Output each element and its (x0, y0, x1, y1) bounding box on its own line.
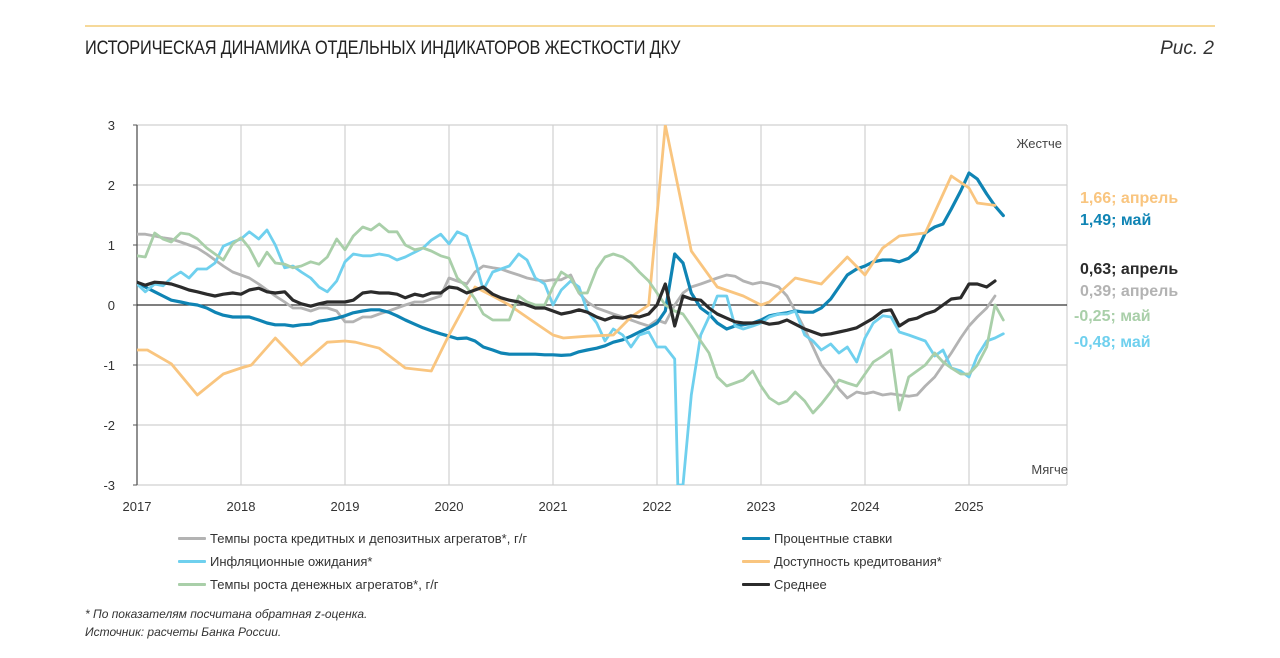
series-line-0 (137, 232, 997, 400)
annotation-tighter: Жестче (1016, 136, 1062, 151)
end-label: 0,39; апрель (1080, 283, 1179, 300)
end-label: 0,63; апрель (1080, 261, 1179, 278)
legend-swatch (742, 583, 770, 586)
legend-swatch (742, 537, 770, 540)
legend-swatch (178, 560, 206, 563)
x-tick-label: 2024 (851, 499, 880, 514)
legend-item: Процентные ставки (742, 527, 942, 550)
legend-swatch (178, 583, 206, 586)
y-tick-label: 3 (108, 118, 115, 133)
y-tick-label: 1 (108, 238, 115, 253)
x-tick-label: 2021 (539, 499, 568, 514)
y-tick-label: -2 (103, 418, 115, 433)
footnotes: * По показателям посчитана обратная z-оц… (85, 605, 367, 641)
y-tick-label: -3 (103, 478, 115, 493)
legend-label: Темпы роста кредитных и депозитных агрег… (210, 531, 528, 546)
legend-swatch (178, 537, 206, 540)
legend-item: Темпы роста денежных агрегатов*, г/г (178, 573, 527, 596)
x-tick-label: 2017 (123, 499, 152, 514)
annotation-looser: Мягче (1031, 462, 1068, 477)
series-line-2 (137, 228, 1005, 485)
legend-label: Процентные ставки (774, 531, 893, 546)
x-tick-label: 2023 (747, 499, 776, 514)
legend-item: Темпы роста кредитных и депозитных агрег… (178, 527, 527, 550)
y-tick-label: -1 (103, 358, 115, 373)
x-tick-label: 2019 (331, 499, 360, 514)
figure-label: Рис. 2 (1160, 38, 1214, 59)
x-tick-label: 2022 (643, 499, 672, 514)
series-layer (137, 125, 1005, 485)
legend-label: Темпы роста денежных агрегатов*, г/г (210, 577, 439, 592)
series-line-4 (137, 222, 1005, 415)
end-label: 1,49; май (1080, 212, 1152, 229)
series-line-5 (137, 279, 997, 337)
y-tick-label: 2 (108, 178, 115, 193)
legend-item: Среднее (742, 573, 942, 596)
footnote-note: * По показателям посчитана обратная z-оц… (85, 607, 368, 621)
legend-item: Доступность кредитования* (742, 550, 942, 573)
legend-left: Темпы роста кредитных и депозитных агрег… (178, 527, 527, 596)
footnote-source: Источник: расчеты Банка России. (85, 625, 282, 639)
x-tick-label: 2025 (955, 499, 984, 514)
legend-label: Среднее (774, 577, 827, 592)
legend-item: Инфляционные ожидания* (178, 550, 527, 573)
top-rule (85, 25, 1215, 27)
x-tick-label: 2018 (227, 499, 256, 514)
legend-label: Доступность кредитования* (774, 554, 942, 569)
tick-labels: 3 2 1 0 -1 -2 -3 2017 2018 2019 2020 2021 2022 2023 20… (103, 118, 983, 514)
end-label: 1,66; апрель (1080, 190, 1179, 207)
end-label: -0,25; май (1074, 308, 1151, 325)
legend-swatch (742, 560, 770, 563)
series-line-3 (137, 125, 997, 397)
axes (133, 124, 1067, 486)
y-tick-label: 0 (108, 298, 115, 313)
x-tick-label: 2020 (435, 499, 464, 514)
legend-label: Инфляционные ожидания* (210, 554, 373, 569)
legend-right: Процентные ставки Доступность кредитован… (742, 527, 942, 596)
end-label: -0,48; май (1074, 334, 1151, 351)
page-title: ИСТОРИЧЕСКАЯ ДИНАМИКА ОТДЕЛЬНЫХ ИНДИКАТО… (85, 38, 681, 59)
